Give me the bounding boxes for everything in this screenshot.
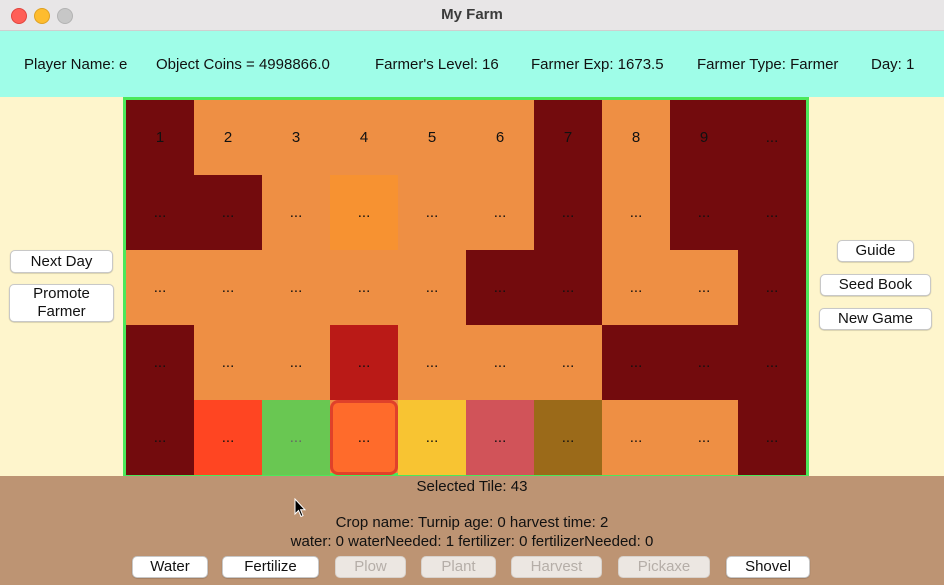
farm-tile-33[interactable]: ... [262,325,330,400]
farm-tile-29[interactable]: ... [670,250,738,325]
object-coins-label: Object Coins = 4998866.0 [156,56,330,73]
farm-tile-22[interactable]: ... [194,250,262,325]
farmer-type-label: Farmer Type: Farmer [697,56,839,73]
farm-tile-9[interactable]: 9 [670,100,738,175]
farm-tile-7[interactable]: 7 [534,100,602,175]
farm-tile-23[interactable]: ... [262,250,330,325]
player-name-label: Player Name: e [24,56,128,73]
farm-tile-15[interactable]: ... [398,175,466,250]
farm-tile-31[interactable]: ... [126,325,194,400]
new-game-button[interactable]: New Game [819,308,932,330]
right-panel: Guide Seed Book New Game [809,97,944,476]
farm-tile-36[interactable]: ... [466,325,534,400]
farmer-exp-label: Farmer Exp: 1673.5 [531,56,664,73]
farm-tile-48[interactable]: ... [602,400,670,475]
status-panel: Selected Tile: 43 Crop name: Turnip age:… [0,476,944,585]
mouse-pointer-icon [294,498,306,518]
farm-tile-47[interactable]: ... [534,400,602,475]
farm-tile-32[interactable]: ... [194,325,262,400]
farm-tile-20[interactable]: ... [738,175,806,250]
farm-tile-27[interactable]: ... [534,250,602,325]
seed-book-button[interactable]: Seed Book [820,274,931,296]
farm-tile-46[interactable]: ... [466,400,534,475]
window-title: My Farm [441,6,503,23]
farm-tile-50[interactable]: ... [738,400,806,475]
day-label: Day: 1 [871,56,915,73]
farm-tile-3[interactable]: 3 [262,100,330,175]
crop-needs-label: water: 0 waterNeeded: 1 fertilizer: 0 fe… [290,533,654,550]
promote-farmer-label-line1: Promote [33,285,90,302]
farm-tile-13[interactable]: ... [262,175,330,250]
farm-tile-12[interactable]: ... [194,175,262,250]
farm-tile-6[interactable]: 6 [466,100,534,175]
close-window-button[interactable] [11,8,27,24]
next-day-button[interactable]: Next Day [10,250,113,273]
farm-tile-40[interactable]: ... [738,325,806,400]
farm-tile-45[interactable]: ... [398,400,466,475]
zoom-window-button[interactable] [57,8,73,24]
farm-tile-18[interactable]: ... [602,175,670,250]
farm-tile-5[interactable]: 5 [398,100,466,175]
promote-farmer-label-line2: Farmer [37,303,86,320]
farm-tile-24[interactable]: ... [330,250,398,325]
farm-tile-1[interactable]: 1 [126,100,194,175]
farm-tile-26[interactable]: ... [466,250,534,325]
guide-button[interactable]: Guide [837,240,914,262]
farm-tile-17[interactable]: ... [534,175,602,250]
farm-tile-10[interactable]: ... [738,100,806,175]
minimize-window-button[interactable] [34,8,50,24]
farm-tile-44[interactable]: ... [330,400,398,475]
farm-tile-16[interactable]: ... [466,175,534,250]
shovel-button[interactable]: Shovel [726,556,810,578]
farm-tile-35[interactable]: ... [398,325,466,400]
farm-tile-19[interactable]: ... [670,175,738,250]
fertilize-button[interactable]: Fertilize [222,556,319,578]
farm-tile-25[interactable]: ... [398,250,466,325]
farm-tile-37[interactable]: ... [534,325,602,400]
farm-tile-34[interactable]: ... [330,325,398,400]
farmer-level-label: Farmer's Level: 16 [375,56,499,73]
farm-grid: 1 2 3 4 5 6 7 8 9...............................… [123,97,809,476]
pickaxe-button[interactable]: Pickaxe [618,556,710,578]
farm-tile-28[interactable]: ... [602,250,670,325]
farm-tile-8[interactable]: 8 [602,100,670,175]
farm-tile-2[interactable]: 2 [194,100,262,175]
farm-tile-38[interactable]: ... [602,325,670,400]
selected-tile-label: Selected Tile: 43 [416,478,528,495]
farm-tile-43[interactable]: ... [262,400,330,475]
farm-tile-14[interactable]: ... [330,175,398,250]
farm-tile-21[interactable]: ... [126,250,194,325]
plant-button[interactable]: Plant [421,556,496,578]
plow-button[interactable]: Plow [335,556,406,578]
title-bar: My Farm [0,0,944,31]
farm-tile-4[interactable]: 4 [330,100,398,175]
farm-tile-30[interactable]: ... [738,250,806,325]
farm-tile-41[interactable]: ... [126,400,194,475]
player-info-bar: Player Name: e Object Coins = 4998866.0 … [0,31,944,97]
farm-tile-11[interactable]: ... [126,175,194,250]
farm-tile-39[interactable]: ... [670,325,738,400]
farm-tile-42[interactable]: ... [194,400,262,475]
crop-info-label: Crop name: Turnip age: 0 harvest time: 2 [335,514,609,531]
farm-tile-49[interactable]: ... [670,400,738,475]
water-button[interactable]: Water [132,556,208,578]
promote-farmer-button[interactable]: Promote Farmer [9,284,114,322]
harvest-button[interactable]: Harvest [511,556,602,578]
left-panel: Next Day Promote Farmer [0,97,123,476]
